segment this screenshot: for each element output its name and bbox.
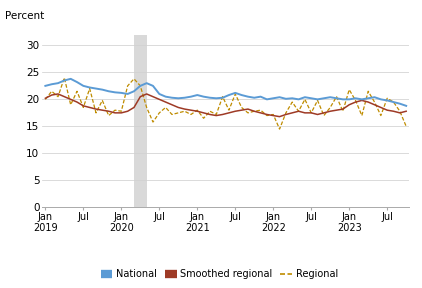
- Legend: National, Smoothed regional, Regional: National, Smoothed regional, Regional: [97, 265, 342, 283]
- Text: Percent: Percent: [5, 11, 45, 21]
- Bar: [134, 35, 147, 207]
